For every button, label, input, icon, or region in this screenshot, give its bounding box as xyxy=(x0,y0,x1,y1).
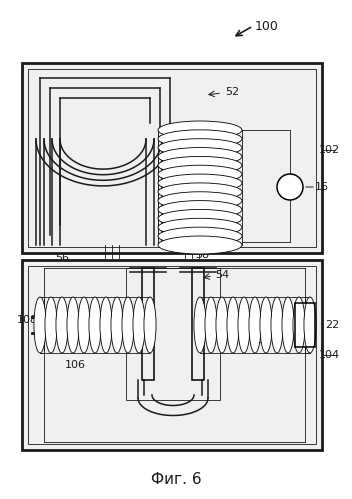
Text: 20: 20 xyxy=(255,335,269,345)
Ellipse shape xyxy=(158,227,242,245)
Ellipse shape xyxy=(158,174,242,192)
Ellipse shape xyxy=(260,297,272,353)
Ellipse shape xyxy=(67,297,79,353)
Ellipse shape xyxy=(249,297,261,353)
Text: 100: 100 xyxy=(255,20,279,33)
Text: 54: 54 xyxy=(215,270,229,280)
Ellipse shape xyxy=(277,174,303,200)
Text: 102: 102 xyxy=(319,145,340,155)
Text: 108: 108 xyxy=(17,315,38,325)
Ellipse shape xyxy=(227,297,239,353)
Bar xyxy=(22,260,322,450)
Ellipse shape xyxy=(144,297,156,353)
Ellipse shape xyxy=(56,297,68,353)
Bar xyxy=(28,69,316,247)
Ellipse shape xyxy=(205,297,217,353)
Bar xyxy=(142,268,154,380)
Bar xyxy=(22,63,322,253)
Ellipse shape xyxy=(158,183,242,201)
Ellipse shape xyxy=(158,210,242,228)
Ellipse shape xyxy=(78,297,90,353)
Ellipse shape xyxy=(158,130,242,148)
Text: 104: 104 xyxy=(319,350,340,360)
Text: 56: 56 xyxy=(55,253,69,263)
Ellipse shape xyxy=(158,192,242,210)
Bar xyxy=(28,266,316,444)
Ellipse shape xyxy=(122,297,134,353)
Ellipse shape xyxy=(34,297,46,353)
Ellipse shape xyxy=(293,297,305,353)
Text: 52: 52 xyxy=(225,87,239,97)
Text: 18: 18 xyxy=(220,187,234,197)
Ellipse shape xyxy=(45,297,57,353)
Text: 16: 16 xyxy=(315,182,329,192)
Ellipse shape xyxy=(133,297,145,353)
Ellipse shape xyxy=(158,139,242,157)
Ellipse shape xyxy=(158,156,242,174)
Ellipse shape xyxy=(304,297,316,353)
Ellipse shape xyxy=(271,297,283,353)
Ellipse shape xyxy=(238,297,250,353)
Ellipse shape xyxy=(158,236,242,254)
Bar xyxy=(126,268,220,400)
Ellipse shape xyxy=(158,218,242,237)
Ellipse shape xyxy=(89,297,101,353)
Ellipse shape xyxy=(100,297,112,353)
Ellipse shape xyxy=(158,165,242,183)
Text: 22: 22 xyxy=(325,320,339,330)
Ellipse shape xyxy=(282,297,294,353)
Text: 58: 58 xyxy=(195,250,209,260)
Bar xyxy=(295,303,315,347)
Ellipse shape xyxy=(111,297,123,353)
Text: ~: ~ xyxy=(285,181,295,194)
Ellipse shape xyxy=(158,148,242,166)
Ellipse shape xyxy=(216,297,228,353)
Text: 106: 106 xyxy=(65,360,86,370)
Bar xyxy=(192,268,204,380)
Ellipse shape xyxy=(194,297,206,353)
Text: Фиг. 6: Фиг. 6 xyxy=(151,473,201,488)
Ellipse shape xyxy=(158,201,242,219)
Ellipse shape xyxy=(158,121,242,139)
